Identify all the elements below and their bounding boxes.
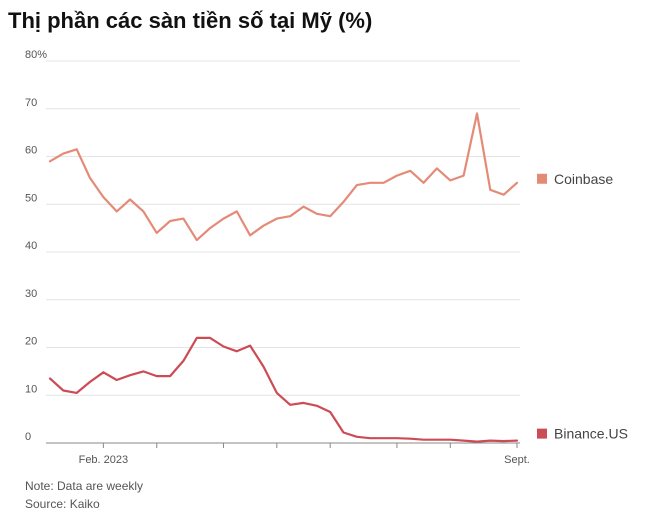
footnote-source: Source: Kaiko [25, 497, 100, 511]
y-tick-label-30: 30 [25, 288, 37, 300]
legend-swatch-binance-us [537, 428, 547, 439]
x-axis: Feb. 2023 Sept. [46, 442, 530, 466]
y-tick-label-80: 80% [25, 49, 47, 61]
y-tick-label-70: 70 [25, 97, 37, 109]
legend-swatch-coinbase [537, 173, 547, 184]
series-lines [48, 112, 519, 443]
y-tick-label-10: 10 [25, 383, 37, 395]
y-tick-label-40: 40 [25, 240, 37, 252]
legend-label-binance-us: Binance.US [554, 426, 628, 442]
gridlines [46, 60, 520, 396]
y-axis-ticks: 0 10 20 30 40 50 60 70 80% [25, 49, 47, 443]
y-tick-label-50: 50 [25, 192, 37, 204]
x-tick-label: Sept. [504, 454, 530, 466]
chart-title: Thị phần các sàn tiền số tại Mỹ (%) [8, 8, 373, 33]
y-tick-label-0: 0 [25, 431, 31, 443]
series-line-coinbase [48, 112, 519, 242]
x-tick-label: Feb. 2023 [79, 454, 129, 466]
y-tick-label-60: 60 [25, 145, 37, 157]
y-tick-label-20: 20 [25, 336, 37, 348]
series-line-binance-us [48, 336, 519, 443]
legend-label-coinbase: Coinbase [554, 171, 613, 187]
legend: Coinbase Binance.US [537, 171, 628, 442]
footnote-data-weekly: Note: Data are weekly [25, 479, 144, 493]
